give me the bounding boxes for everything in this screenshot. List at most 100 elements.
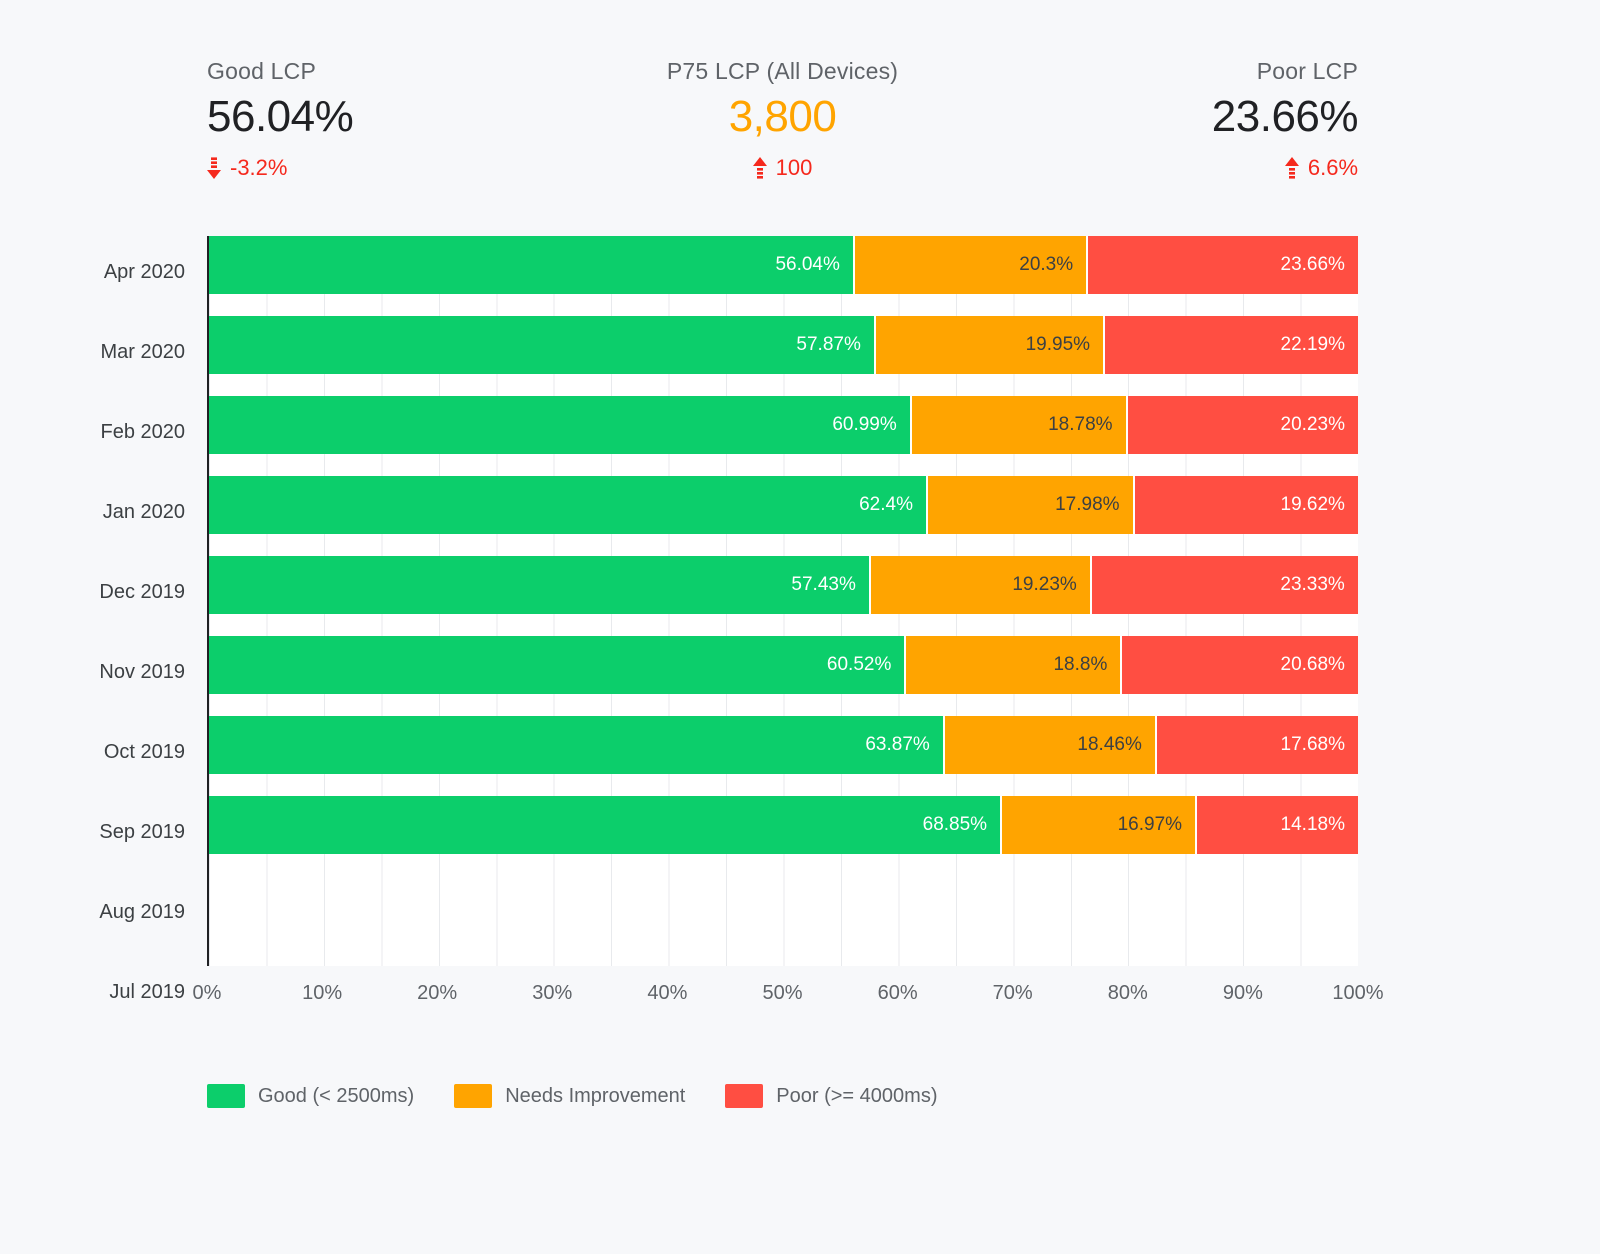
- x-axis-tick: 30%: [532, 982, 573, 1004]
- plot-rows: Apr 2020 56.04% 20.3% 23.66% Mar 2020 57.87% 1…: [99, 236, 1358, 1029]
- kpi-good-lcp: Good LCP 56.04% -3.2%: [207, 58, 591, 181]
- y-axis-label: Nov 2019: [99, 661, 185, 683]
- bar-segment-poor[interactable]: 19.62%: [1132, 476, 1358, 534]
- legend-swatch: [725, 1084, 764, 1108]
- x-axis-tick: 20%: [417, 982, 458, 1004]
- bar-value-label: 23.66%: [1280, 254, 1345, 275]
- bar-row-nov-2019: Nov 2019 60.52% 18.8% 20.68%: [99, 636, 1358, 709]
- bar-segment-good[interactable]: 68.85%: [209, 796, 1001, 854]
- bar-value-label: 19.95%: [1025, 334, 1091, 355]
- kpi-change: 6.6%: [974, 155, 1358, 181]
- bar-segment-needs-improvement[interactable]: 16.97%: [1000, 796, 1196, 854]
- bar-row-sep-2019: Sep 2019 68.85% 16.97% 14.18%: [99, 796, 1358, 869]
- legend-label: Poor (>= 4000ms): [776, 1084, 938, 1107]
- bar-segment-good[interactable]: 60.52%: [209, 636, 905, 694]
- x-axis-tick: 10%: [302, 982, 343, 1004]
- y-axis-label: Aug 2019: [99, 901, 185, 923]
- bar-value-label: 18.78%: [1048, 414, 1113, 435]
- bar-segment-poor[interactable]: 20.68%: [1120, 636, 1358, 694]
- trend-down-icon: [207, 157, 221, 179]
- bar-segment-good[interactable]: 57.87%: [209, 316, 874, 374]
- bar-value-label: 17.98%: [1055, 494, 1120, 515]
- bar-segment-poor[interactable]: 23.33%: [1089, 556, 1358, 614]
- y-axis-label: Feb 2020: [100, 421, 185, 443]
- bar-segment-good[interactable]: 57.43%: [209, 556, 869, 614]
- kpi-label: Poor LCP: [1256, 58, 1359, 84]
- kpi-change-value: -3.2%: [230, 155, 288, 180]
- bar-row-jan-2020: Jan 2020 62.4% 17.98% 19.62%: [103, 476, 1358, 549]
- bar-row-oct-2019: Oct 2019 63.87% 18.46% 17.68%: [104, 716, 1358, 789]
- bar-row-mar-2020: Mar 2020 57.87% 19.95% 22.19%: [101, 316, 1358, 389]
- bar-segment-good[interactable]: 63.87%: [209, 716, 943, 774]
- bar-value-label: 22.19%: [1280, 334, 1345, 355]
- x-axis-tick: 60%: [877, 982, 918, 1004]
- bar-row-jul-2019: Jul 2019: [109, 956, 1358, 1029]
- legend-swatch: [454, 1084, 493, 1108]
- bar-value-label: 16.97%: [1117, 814, 1183, 835]
- stacked-bar: 60.52% 18.8% 20.68%: [209, 636, 1358, 694]
- bar-row-apr-2020: Apr 2020 56.04% 20.3% 23.66%: [104, 236, 1358, 309]
- x-axis-tick: 100%: [1332, 982, 1384, 1004]
- kpi-label: P75 LCP (All Devices): [666, 58, 899, 84]
- bar-value-label: 18.8%: [1053, 654, 1108, 675]
- bar-value-label: 23.33%: [1280, 574, 1345, 595]
- bar-segment-good[interactable]: 60.99%: [209, 396, 910, 454]
- y-axis-label: Mar 2020: [100, 341, 186, 363]
- bar-segment-needs-improvement[interactable]: 18.46%: [942, 716, 1155, 774]
- bar-segment-needs-improvement[interactable]: 20.3%: [852, 236, 1087, 294]
- legend-item-good: Good (< 2500ms): [207, 1084, 414, 1108]
- bar-segment-needs-improvement[interactable]: 18.8%: [904, 636, 1121, 694]
- bar-value-label: 56.04%: [775, 254, 840, 275]
- bar-value-label: 20.68%: [1280, 654, 1345, 675]
- y-axis-label: Dec 2019: [99, 581, 185, 603]
- legend-item-poor: Poor (>= 4000ms): [725, 1084, 937, 1108]
- bar-segment-needs-improvement[interactable]: 18.78%: [909, 396, 1126, 454]
- bar-segment-needs-improvement[interactable]: 19.23%: [868, 556, 1090, 614]
- bar-value-label: 60.52%: [826, 654, 892, 675]
- legend-swatch: [207, 1084, 245, 1108]
- bar-value-label: 63.87%: [865, 734, 930, 755]
- kpi-change: 100: [591, 155, 975, 181]
- chart-legend: Good (< 2500ms) Needs Improvement Poor (>=…: [207, 1084, 1358, 1108]
- y-axis-label: Jan 2020: [102, 501, 185, 523]
- bar-segment-poor[interactable]: 23.66%: [1086, 236, 1358, 294]
- kpi-label: Good LCP: [207, 58, 316, 84]
- trend-up-icon: [752, 157, 767, 179]
- kpi-poor-lcp: Poor LCP 23.66% 6.6%: [974, 58, 1359, 181]
- bar-segment-poor[interactable]: 22.19%: [1103, 316, 1358, 374]
- stacked-bar: 63.87% 18.46% 17.68%: [209, 716, 1358, 774]
- y-axis-label: Oct 2019: [103, 741, 185, 763]
- bar-segment-needs-improvement[interactable]: 17.98%: [925, 476, 1133, 534]
- bar-value-label: 62.4%: [859, 494, 913, 515]
- kpi-change-value: 6.6%: [1307, 155, 1359, 180]
- y-axis-label: Jul 2019: [109, 981, 185, 1003]
- stacked-bar: [209, 876, 1358, 934]
- stacked-bar: 57.87% 19.95% 22.19%: [209, 316, 1358, 374]
- bar-value-label: 18.46%: [1077, 734, 1142, 755]
- kpi-row: Good LCP 56.04% -3.2% P75 LCP (All Devic…: [207, 58, 1359, 181]
- bar-value-label: 20.3%: [1019, 254, 1074, 275]
- bar-value-label: 14.18%: [1280, 814, 1345, 835]
- lcp-distribution-chart: Apr 2020 56.04% 20.3% 23.66% Mar 2020 57.87% 1…: [99, 236, 1384, 1108]
- bar-segment-poor[interactable]: 17.68%: [1154, 716, 1358, 774]
- bar-value-label: 20.23%: [1280, 414, 1345, 435]
- bar-row-dec-2019: Dec 2019 57.43% 19.23% 23.33%: [99, 556, 1358, 629]
- bar-value-label: 19.23%: [1012, 574, 1077, 595]
- kpi-change-value: 100: [775, 155, 813, 180]
- kpi-value: 3,800: [728, 92, 837, 141]
- x-axis-tick: 40%: [647, 982, 688, 1004]
- bar-segment-needs-improvement[interactable]: 19.95%: [873, 316, 1104, 374]
- y-axis-label: Apr 2020: [103, 261, 185, 283]
- crux-lcp-dashboard: Good LCP 56.04% -3.2% P75 LCP (All Devic…: [0, 58, 1600, 1108]
- legend-label: Good (< 2500ms): [258, 1084, 415, 1107]
- trend-up-icon: [1284, 157, 1299, 179]
- bar-segment-good[interactable]: 62.4%: [209, 476, 926, 534]
- bar-segment-poor[interactable]: 20.23%: [1125, 396, 1358, 454]
- stacked-bar: 60.99% 18.78% 20.23%: [209, 396, 1358, 454]
- stacked-bar: 56.04% 20.3% 23.66%: [209, 236, 1358, 294]
- x-axis-tick: 0%: [192, 982, 222, 1004]
- bar-segment-poor[interactable]: 14.18%: [1195, 796, 1358, 854]
- x-axis-tick: 90%: [1222, 982, 1263, 1004]
- bar-segment-good[interactable]: 56.04%: [209, 236, 853, 294]
- legend-label: Needs Improvement: [505, 1084, 686, 1107]
